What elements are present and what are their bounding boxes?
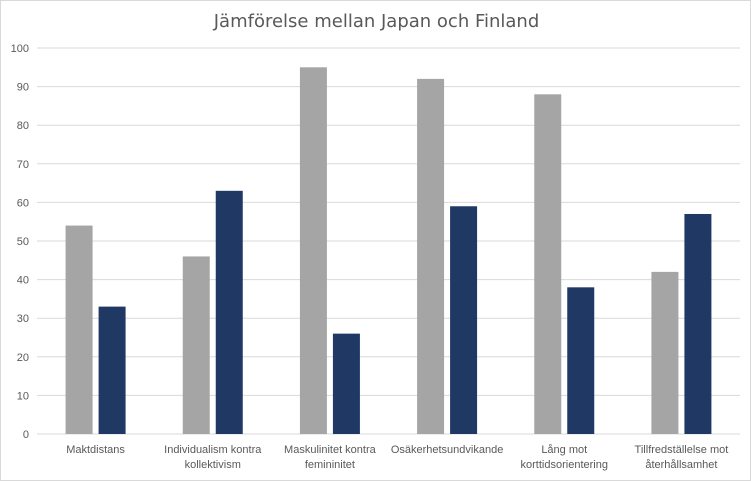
x-category-label: Individualism kontra kollektivism: [164, 444, 262, 471]
gridlines: [37, 47, 740, 435]
y-tick-label: 30: [17, 313, 29, 325]
y-tick-label: 50: [17, 236, 29, 248]
x-axis-labels: Maktdistans Individualism kontra kollektiv…: [66, 444, 728, 471]
bar-series-1: [182, 256, 210, 434]
bar-series-2: [332, 333, 360, 434]
y-tick-label: 90: [17, 82, 29, 94]
y-tick-label: 10: [17, 390, 29, 402]
bar-series-2: [684, 213, 712, 434]
bar-series-2: [450, 206, 478, 434]
y-axis-ticks: 0 10 20 30 40 50 60 70 80 90 100: [11, 43, 29, 441]
bars: [65, 67, 712, 435]
bar-series-2: [215, 190, 243, 434]
y-tick-label: 40: [17, 275, 29, 287]
bar-series-1: [651, 271, 679, 434]
y-tick-label: 20: [17, 352, 29, 364]
bar-series-2: [567, 287, 595, 434]
x-category-label: Maskulinitet kontra femininitet: [284, 444, 377, 471]
x-category-label: Maktdistans: [66, 444, 125, 456]
bar-series-1: [299, 67, 327, 435]
bar-series-1: [534, 94, 562, 434]
y-tick-label: 100: [11, 43, 29, 55]
y-tick-label: 60: [17, 197, 29, 209]
chart-title: Jämförelse mellan Japan och Finland: [213, 11, 540, 32]
bar-series-2: [98, 306, 126, 434]
y-tick-label: 0: [23, 429, 29, 441]
bar-series-1: [65, 225, 93, 434]
x-category-label: Lång mot korttidsorientering: [521, 444, 608, 471]
bar-series-1: [417, 78, 445, 434]
x-category-label: Tillfredställelse mot återhållsamhet: [635, 444, 729, 471]
x-category-label: Osäkerhetsundvikande: [391, 444, 504, 456]
y-tick-label: 80: [17, 120, 29, 132]
y-tick-label: 70: [17, 159, 29, 171]
